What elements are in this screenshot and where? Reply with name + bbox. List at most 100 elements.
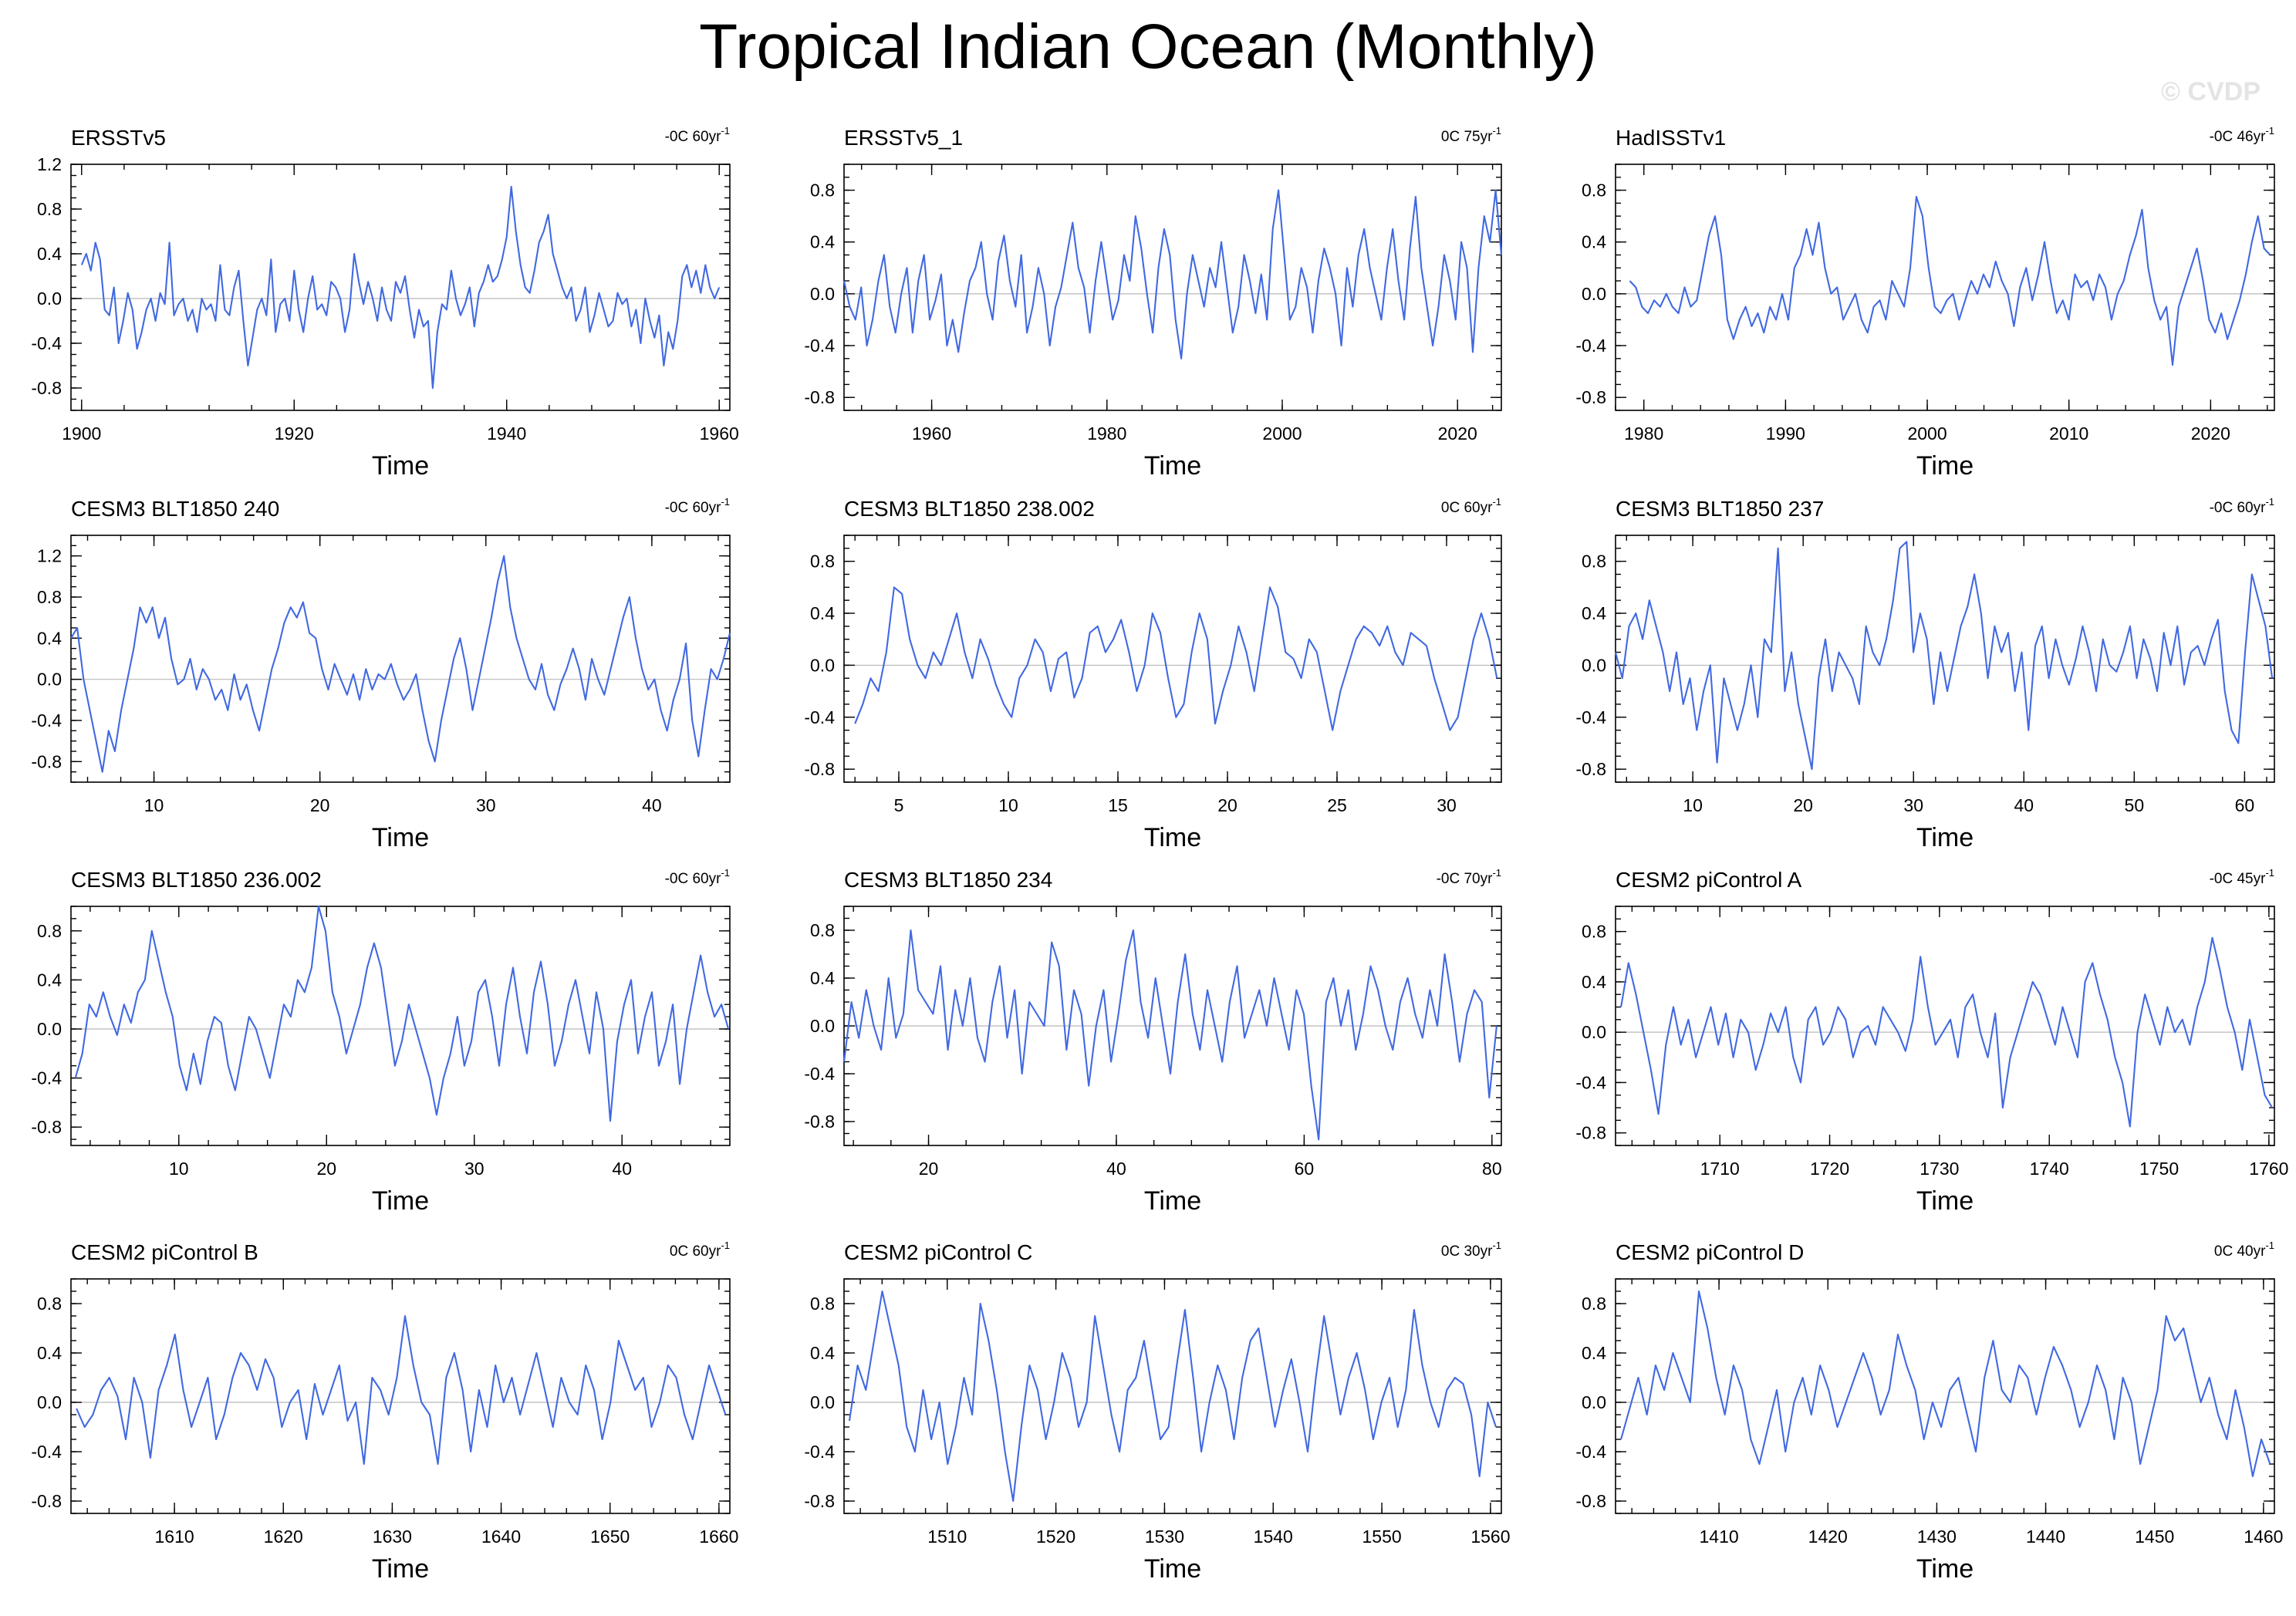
- chart-panel: CESM2 piControl A -0C 45yr-1 -0.8 -0.4 0.0 0.…: [1575, 867, 2288, 1216]
- chart-panel: CESM3 BLT1850 240 -0C 60yr-1 -0.8 -0.4 0.0 0.…: [31, 496, 731, 852]
- y-tick-label: 0.8: [1582, 1294, 1606, 1314]
- panel-grid: ERSSTv5 -0C 60yr-1-0.8-0.40.00.40.81.2190…: [31, 125, 2288, 1584]
- x-tick-label: 2020: [2191, 423, 2230, 444]
- plot-frame: [1615, 535, 2275, 783]
- y-tick-label: -0.4: [804, 336, 835, 356]
- y-tick-label: 0.4: [1582, 232, 1606, 252]
- trend-exponent: -1: [2265, 496, 2274, 508]
- y-tick-label: 0.4: [810, 968, 835, 988]
- panel-title: CESM3 BLT1850 236.002: [71, 868, 322, 892]
- x-tick-label: 40: [2014, 795, 2034, 815]
- series-line: [848, 1290, 1497, 1503]
- y-tick-label: -0.8: [804, 387, 835, 407]
- trend-text: 0C 75yr: [1441, 129, 1493, 145]
- x-tick-label: 1440: [2026, 1527, 2065, 1547]
- series-line: [80, 185, 721, 390]
- x-tick-label: 1520: [1036, 1527, 1075, 1547]
- x-tick-label: 1460: [2244, 1527, 2283, 1547]
- y-tick-label: -0.4: [804, 707, 835, 727]
- x-axis-label: Time: [1916, 1186, 1974, 1216]
- y-tick-label: 0.0: [1582, 655, 1606, 675]
- x-tick-label: 1420: [1808, 1527, 1848, 1547]
- x-axis-label: Time: [372, 823, 429, 852]
- y-tick-label: 0.0: [810, 1016, 835, 1036]
- series-line: [842, 929, 1497, 1141]
- y-tick-label: -0.4: [1575, 707, 1606, 727]
- y-tick-label: 0.8: [37, 921, 62, 941]
- plot-frame: [843, 535, 1502, 783]
- y-tick-label: -0.4: [31, 333, 62, 353]
- x-tick-label: 1940: [487, 423, 526, 444]
- chart-panel: CESM3 BLT1850 236.002 -0C 60yr-1 -0.8 -0.4 0…: [31, 867, 731, 1216]
- y-tick-label: 0.4: [810, 603, 835, 623]
- trend-exponent: -1: [721, 867, 730, 879]
- trend-text: -0C 60yr: [665, 500, 722, 516]
- y-tick-label: 0.4: [810, 232, 835, 252]
- x-tick-label: 10: [998, 795, 1018, 815]
- trend-exponent: -1: [1492, 496, 1501, 508]
- panel-title: CESM3 BLT1850 240: [71, 497, 279, 521]
- x-axis-label: Time: [1144, 1554, 1201, 1584]
- series-line: [1620, 1290, 2271, 1478]
- series-line: [74, 905, 730, 1122]
- y-tick-label: 0.0: [37, 1019, 62, 1039]
- x-tick-label: 20: [919, 1159, 939, 1179]
- y-tick-label: -0.8: [31, 378, 62, 398]
- y-tick-label: 0.4: [1582, 603, 1606, 623]
- chart-panel: CESM3 BLT1850 237 -0C 60yr-1 -0.8 -0.4 0.0 0.…: [1575, 496, 2275, 852]
- series-line: [70, 555, 731, 773]
- panel-trend-label: -0C 60yr-1: [665, 867, 730, 887]
- x-tick-label: 1510: [927, 1527, 967, 1547]
- y-tick-label: -0.4: [1575, 336, 1606, 356]
- chart-panel: ERSSTv5_1 0C 75yr-1 -0.8 -0.4 0.0 0.4 0.8 1960 1…: [804, 125, 1503, 481]
- chart-panel: CESM3 BLT1850 238.002 0C 60yr-1 -0.8 -0.4 0.…: [804, 496, 1502, 852]
- x-axis-label: Time: [372, 1554, 429, 1584]
- y-tick-label: -0.8: [804, 1112, 835, 1132]
- y-tick-label: -0.8: [31, 1491, 62, 1511]
- y-tick-label: -0.8: [1575, 1123, 1606, 1143]
- x-tick-label: 1560: [1470, 1527, 1510, 1547]
- x-tick-label: 1660: [699, 1527, 738, 1547]
- panel-title: ERSSTv5: [71, 126, 166, 150]
- x-tick-label: 1550: [1362, 1527, 1402, 1547]
- x-tick-label: 1620: [264, 1527, 303, 1547]
- panel-title: CESM3 BLT1850 234: [844, 868, 1052, 892]
- y-tick-label: 0.8: [1582, 552, 1606, 572]
- x-tick-label: 1730: [1920, 1159, 1959, 1179]
- panel-title: CESM3 BLT1850 238.002: [844, 497, 1095, 521]
- panel-trend-label: -0C 60yr-1: [665, 496, 730, 516]
- panel-trend-label: 0C 30yr-1: [1441, 1240, 1501, 1260]
- x-tick-label: 5: [894, 795, 904, 815]
- trend-exponent: -1: [721, 496, 730, 508]
- trend-exponent: -1: [721, 125, 730, 137]
- trend-exponent: -1: [2265, 1240, 2274, 1251]
- y-tick-label: 0.8: [1582, 922, 1606, 942]
- chart-panel: CESM2 piControl B 0C 60yr-1 -0.8 -0.4 0.0 0.4…: [31, 1240, 738, 1584]
- x-tick-label: 1650: [590, 1527, 630, 1547]
- x-tick-label: 1960: [700, 423, 739, 444]
- series-line: [1614, 541, 2274, 771]
- watermark: © CVDP: [2161, 77, 2261, 106]
- y-tick-label: 0.4: [1582, 972, 1606, 992]
- x-tick-label: 1610: [155, 1527, 194, 1547]
- trend-text: -0C 45yr: [2210, 871, 2267, 887]
- panel-title: HadISSTv1: [1616, 126, 1726, 150]
- x-tick-label: 30: [476, 795, 496, 815]
- x-tick-label: 60: [1295, 1159, 1315, 1179]
- x-tick-label: 1450: [2135, 1527, 2174, 1547]
- x-tick-label: 1530: [1145, 1527, 1184, 1547]
- x-axis-label: Time: [1916, 451, 1974, 481]
- y-tick-label: -0.4: [31, 1442, 62, 1462]
- y-tick-label: 0.8: [37, 587, 62, 607]
- y-tick-label: 1.2: [37, 546, 62, 566]
- y-tick-label: 0.8: [810, 1294, 835, 1314]
- y-tick-label: -0.8: [1575, 759, 1606, 779]
- x-tick-label: 1740: [2030, 1159, 2069, 1179]
- y-tick-label: -0.8: [31, 1117, 62, 1137]
- x-tick-label: 1410: [1700, 1527, 1739, 1547]
- x-tick-label: 80: [1482, 1159, 1502, 1179]
- panel-title: CESM2 piControl D: [1616, 1240, 1804, 1264]
- panel-title: ERSSTv5_1: [844, 126, 963, 150]
- y-tick-label: 0.0: [37, 288, 62, 309]
